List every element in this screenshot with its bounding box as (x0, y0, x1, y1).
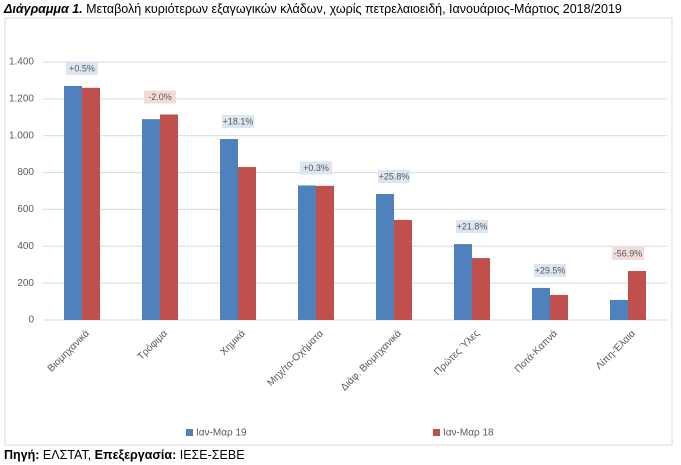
bar (532, 287, 550, 320)
x-tick-label: Λίπη-Έλαια (593, 327, 638, 372)
y-tick-label: 600 (17, 204, 34, 215)
y-tick-label: 1.200 (9, 93, 34, 104)
bar (628, 270, 646, 320)
bar (550, 294, 568, 320)
annotation: +0.5% (69, 63, 95, 73)
title-text: Μεταβολή κυριότερων εξαγωγικών κλάδων, χ… (86, 2, 622, 16)
annotation-bg (222, 115, 254, 129)
annotation-bg (66, 61, 98, 75)
y-tick-label: 800 (17, 167, 34, 178)
annotation-bg (300, 161, 332, 175)
bar (64, 85, 82, 320)
bar (454, 244, 472, 320)
title: Διάγραμμα 1. Μεταβολή κυριότερων εξαγωγι… (4, 2, 622, 16)
x-tick-label: Διάφ. Βιομηχανικά (338, 327, 404, 393)
annotation-bg (456, 220, 488, 234)
chart: 0 200 400 600 800 1.000 1.200 1.400 Βιομηχανικά +… (4, 17, 673, 446)
y-tick-label: 1.400 (9, 57, 34, 68)
annotation: +29.5% (535, 265, 566, 275)
bar (394, 219, 412, 320)
x-tick-label: Ποτά-Καπνά (512, 327, 560, 375)
bar (610, 299, 628, 320)
x-tick-label: Χημικά (218, 327, 248, 357)
annotation-bg (612, 246, 644, 260)
y-tick-label: 400 (17, 241, 34, 252)
source-text: ΕΛΣΤΑΤ, (42, 448, 92, 462)
annotation: -2.0% (148, 92, 172, 102)
chart-frame (4, 17, 673, 446)
legend-label: Ιαν-Μαρ 19 (196, 428, 247, 439)
annotation: +21.8% (457, 221, 488, 231)
bar (376, 193, 394, 320)
annotation: -56.9% (614, 248, 643, 258)
processing-label: Επεξεργασία: (94, 448, 177, 462)
bar (142, 119, 160, 320)
annotation: +18.1% (223, 116, 254, 126)
x-tick-label: Μηχ/τα-Οχήματα (265, 327, 326, 388)
bar (220, 139, 238, 320)
bar (160, 114, 178, 321)
x-tick-label: Τρόφιμα (135, 327, 170, 362)
x-tick-label: Πρώτες Ύλες (431, 327, 482, 378)
bar (238, 167, 256, 320)
annotation: +25.8% (379, 171, 410, 181)
bar (82, 87, 100, 320)
annotation: +0.3% (303, 163, 329, 173)
processing-text: ΙΕΣΕ-ΣΕΒΕ (179, 448, 245, 462)
y-tick-label: 200 (17, 278, 34, 289)
annotation-bg (144, 90, 176, 104)
bar (472, 258, 490, 320)
y-tick-label: 1.000 (9, 130, 34, 141)
annotation-bg (534, 263, 566, 277)
source: Πηγή: ΕΛΣΤΑΤ, Επεξεργασία: ΙΕΣΕ-ΣΕΒΕ (4, 448, 245, 462)
annotation-bg (378, 169, 410, 183)
legend-swatch (433, 429, 440, 436)
legend-swatch (186, 429, 193, 436)
title-label: Διάγραμμα 1. (4, 2, 83, 16)
y-tick-label: 0 (28, 315, 34, 326)
legend-label: Ιαν-Μαρ 18 (443, 428, 494, 439)
x-tick-label: Βιομηχανικά (45, 327, 92, 374)
bar (298, 185, 316, 320)
source-label: Πηγή: (4, 448, 40, 462)
bar (316, 185, 334, 320)
